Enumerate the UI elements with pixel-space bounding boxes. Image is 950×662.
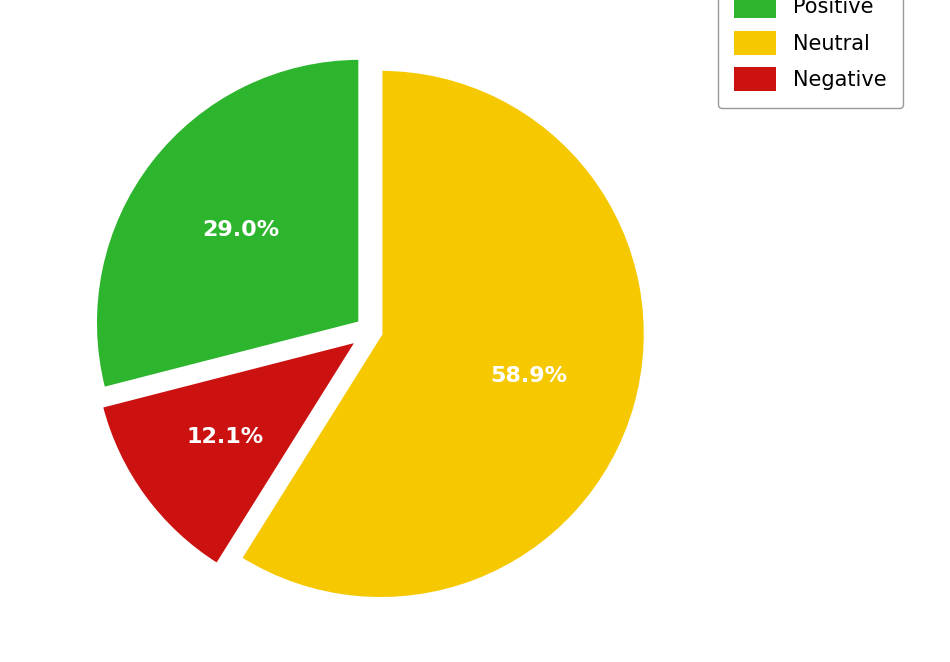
Text: 58.9%: 58.9% bbox=[490, 366, 567, 387]
Wedge shape bbox=[95, 58, 360, 389]
Legend: Positive, Neutral, Negative: Positive, Neutral, Negative bbox=[717, 0, 902, 108]
Text: 29.0%: 29.0% bbox=[202, 220, 279, 240]
Wedge shape bbox=[240, 69, 645, 598]
Wedge shape bbox=[102, 340, 358, 565]
Text: 12.1%: 12.1% bbox=[186, 427, 264, 448]
